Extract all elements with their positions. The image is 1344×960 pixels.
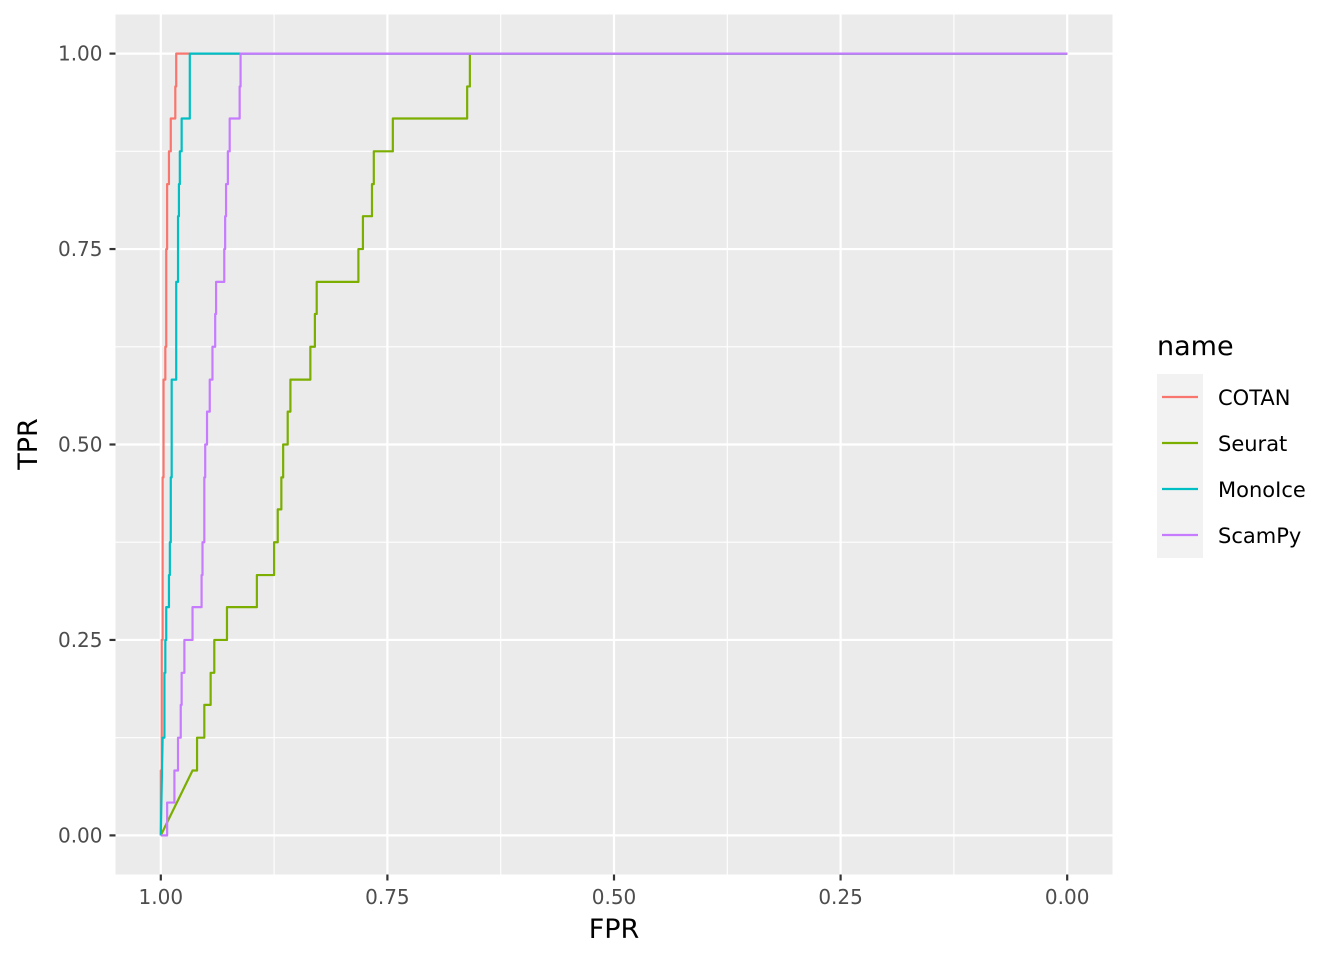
legend-label-cotan: COTAN (1218, 386, 1290, 410)
x-tick-label: 0.75 (365, 885, 410, 909)
legend-title: name (1157, 331, 1234, 362)
legend-label-seurat: Seurat (1218, 432, 1287, 456)
legend-key-background (1157, 374, 1203, 558)
x-tick-label: 0.50 (592, 885, 637, 909)
x-tick-label: 1.00 (139, 885, 184, 909)
x-tick-label: 0.25 (818, 885, 863, 909)
y-axis-title: TPR (13, 418, 44, 471)
series-layer (159, 52, 1068, 837)
y-tick-label: 0.75 (58, 237, 103, 261)
y-tick-label: 0.00 (58, 823, 103, 847)
x-axis-title: FPR (589, 914, 640, 945)
legend-label-monoice: MonoIce (1218, 478, 1306, 502)
y-axis: 0.00 0.25 0.50 0.75 1.00 (58, 42, 116, 847)
legend-items: COTAN Seurat MonoIce ScamPy (1162, 386, 1306, 548)
x-tick-label: 0.00 (1045, 885, 1090, 909)
y-tick-label: 0.25 (58, 628, 103, 652)
y-tick-label: 0.50 (58, 433, 103, 457)
y-tick-label: 1.00 (58, 42, 103, 66)
x-axis: 1.00 0.75 0.50 0.25 0.00 (139, 874, 1090, 909)
series-line-cotan (159, 52, 1068, 836)
series-line-scampy (160, 52, 1068, 837)
series-line-seurat (159, 52, 1068, 836)
legend-label-scampy: ScamPy (1218, 524, 1301, 548)
legend: name COTAN Seurat MonoIce ScamPy (1157, 331, 1306, 558)
series-line-monoice (159, 52, 1068, 836)
